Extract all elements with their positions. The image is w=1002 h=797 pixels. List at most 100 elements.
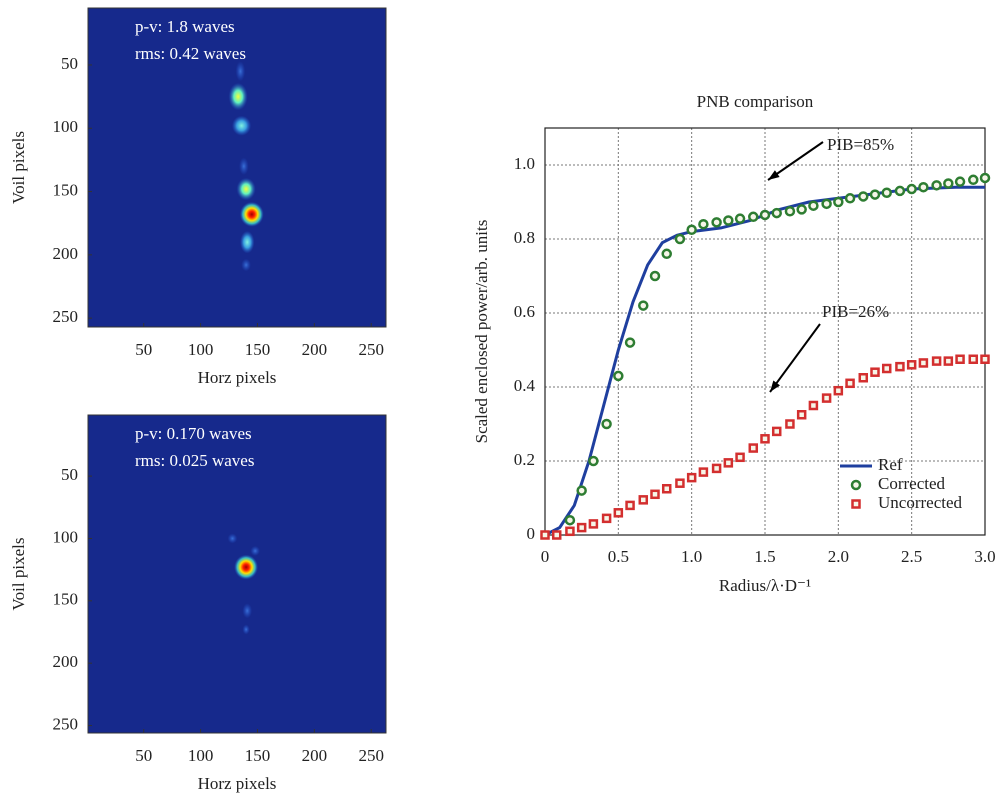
uncorrected-point	[588, 519, 599, 529]
y-tick-label: 250	[53, 714, 79, 733]
x-axis-label: Horz pixels	[198, 368, 277, 387]
legend-label: Uncorrected	[878, 493, 963, 512]
x-tick-label: 250	[358, 746, 384, 765]
uncorrected-point	[748, 443, 759, 453]
corrected-point	[784, 206, 796, 217]
x-tick-label: 250	[358, 340, 384, 359]
y-tick-label: 50	[61, 465, 78, 484]
y-tick-label: 200	[53, 652, 79, 671]
uncorrected-point	[540, 530, 550, 540]
uncorrected-point	[711, 463, 722, 474]
uncorrected-point	[661, 484, 672, 494]
annotation: p-v: 1.8 waves	[135, 17, 235, 36]
corrected-point	[613, 370, 624, 382]
axes-frame	[87, 7, 387, 328]
heatmap-blob	[231, 115, 252, 136]
x-tick-label: 1.5	[754, 547, 775, 566]
uncorrected-point	[613, 508, 624, 518]
corrected-point	[954, 176, 966, 187]
corrected-point	[894, 185, 906, 197]
uncorrected-point	[931, 356, 942, 366]
uncorrected-point	[650, 489, 660, 500]
y-axis-label: Voil pixels	[9, 538, 28, 611]
corrected-point	[576, 485, 587, 496]
y-tick-label: 0.4	[514, 376, 536, 395]
corrected-point	[674, 233, 686, 245]
heatmap-blob	[234, 554, 259, 580]
y-tick-label: 150	[53, 180, 79, 199]
heatmap-blob	[236, 177, 256, 201]
corrected-point	[686, 224, 697, 235]
corrected-point	[968, 174, 979, 186]
corrected-point	[748, 211, 759, 223]
uncorrected-point	[625, 500, 635, 511]
uncorrected-point	[968, 354, 979, 364]
x-tick-label: 50	[135, 340, 152, 359]
heatmap-blob	[239, 157, 249, 175]
corrected-point	[601, 418, 612, 430]
uncorrected-point	[771, 426, 782, 437]
x-tick-label: 100	[188, 340, 214, 359]
heatmap-blob	[239, 201, 264, 227]
corrected-point	[649, 270, 661, 282]
corrected-point	[796, 204, 807, 215]
legend-label: Corrected	[878, 474, 946, 493]
x-axis-label: Horz pixels	[198, 774, 277, 793]
y-tick-label: 0.2	[514, 450, 535, 469]
chart-title: PNB comparison	[697, 92, 814, 111]
legend-swatch	[851, 499, 861, 509]
corrected-point	[858, 191, 869, 202]
corrected-point	[723, 215, 734, 226]
y-tick-label: 200	[53, 244, 79, 263]
heatmap-blob	[228, 82, 248, 111]
corrected-point	[808, 200, 819, 211]
uncorrected-point	[760, 434, 770, 444]
uncorrected-point	[735, 452, 745, 463]
x-tick-label: 0	[541, 547, 550, 566]
x-tick-label: 200	[302, 746, 328, 765]
corrected-point	[638, 300, 649, 311]
uncorrected-point	[796, 410, 807, 420]
corrected-point	[869, 189, 881, 200]
heatmap-blob	[242, 603, 253, 619]
uncorrected-point	[808, 400, 819, 411]
uncorrected-point	[955, 354, 965, 364]
heatmap-blob	[242, 624, 250, 635]
x-tick-label: 100	[188, 746, 214, 765]
heatmap-background	[88, 8, 386, 327]
corrected-point	[833, 196, 844, 208]
uncorrected-point	[821, 393, 832, 403]
uncorrected-point	[895, 361, 905, 372]
x-tick-label: 50	[135, 746, 152, 765]
corrected-point	[821, 198, 832, 210]
y-tick-label: 0	[527, 524, 536, 543]
corrected-point	[588, 455, 599, 467]
uncorrected-point	[601, 513, 612, 524]
x-tick-label: 2.5	[901, 547, 922, 566]
axes-frame	[87, 414, 387, 734]
arrow-head	[770, 380, 780, 392]
y-tick-label: 0.8	[514, 228, 535, 247]
legend-swatch	[850, 479, 862, 491]
annotation: rms: 0.42 waves	[135, 44, 246, 63]
y-tick-label: 100	[53, 117, 79, 136]
uncorrected-point	[943, 356, 954, 366]
uncorrected-point	[858, 373, 869, 383]
heatmap-blob	[241, 258, 251, 272]
uncorrected-point	[551, 530, 562, 540]
corrected-point	[881, 187, 892, 198]
annotation: PIB=26%	[822, 302, 889, 321]
uncorrected-point	[723, 458, 734, 468]
corrected-point	[931, 180, 942, 191]
heatmap-blob	[240, 230, 255, 254]
y-axis-label: Voil pixels	[9, 131, 28, 204]
x-tick-label: 1.0	[681, 547, 702, 566]
heatmap-blob	[235, 61, 246, 82]
corrected-point	[661, 248, 672, 260]
x-tick-label: 3.0	[974, 547, 995, 566]
corrected-point	[564, 514, 576, 526]
uncorrected-point	[576, 522, 587, 533]
y-axis-label: Scaled enclosed power/arb. units	[472, 220, 491, 444]
uncorrected-point	[906, 360, 917, 370]
corrected-point	[918, 181, 929, 193]
